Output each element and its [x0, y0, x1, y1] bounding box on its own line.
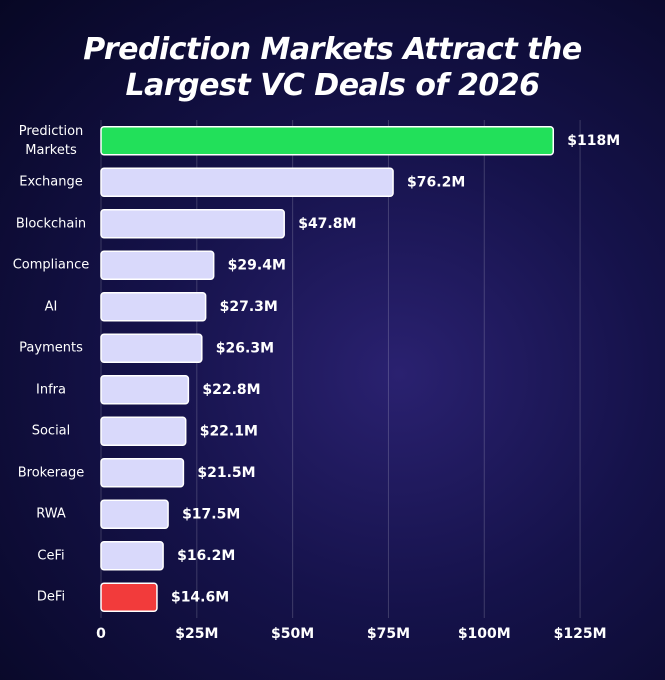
bar: [100, 333, 203, 363]
bar: [100, 209, 285, 239]
y-tick-label: Blockchain: [15, 216, 87, 232]
value-label: $14.6M: [171, 589, 229, 605]
value-label: $16.2M: [177, 548, 235, 564]
bar: [100, 250, 215, 280]
y-tick-label: RWA: [36, 506, 66, 522]
y-tick-label: CeFi: [37, 548, 65, 564]
value-label: $47.8M: [298, 216, 356, 232]
bar: [100, 167, 394, 197]
x-tick-label: $100M: [458, 626, 511, 642]
value-label: $22.1M: [200, 423, 258, 439]
bar: [100, 541, 164, 571]
y-tick-label: Payments: [19, 340, 83, 356]
value-label: $76.2M: [407, 174, 465, 190]
value-label: $26.3M: [216, 340, 274, 356]
bar: [100, 458, 185, 488]
x-tick-label: 0: [96, 626, 106, 642]
y-tick-label: AI: [44, 299, 58, 315]
x-tick-label: $125M: [554, 626, 607, 642]
bar: [100, 292, 207, 322]
y-tick-label: Prediction Markets: [18, 123, 84, 158]
bar: [100, 375, 190, 405]
bar: [100, 416, 187, 446]
value-label: $29.4M: [228, 257, 286, 273]
y-tick-label: Brokerage: [17, 465, 85, 481]
bar: [100, 126, 555, 156]
y-tick-label: Infra: [36, 382, 66, 398]
value-label: $22.8M: [202, 382, 260, 398]
bar: [100, 582, 158, 612]
y-tick-label: Exchange: [19, 174, 83, 190]
x-tick-label: $25M: [175, 626, 218, 642]
value-label: $27.3M: [220, 299, 278, 315]
bar: [100, 499, 169, 529]
value-label: $118M: [567, 133, 620, 149]
y-tick-label: DeFi: [36, 589, 66, 605]
value-label: $17.5M: [182, 506, 240, 522]
x-tick-label: $75M: [367, 626, 410, 642]
chart-title: Prediction Markets Attract the Largest V…: [83, 32, 582, 103]
y-tick-label: Social: [31, 423, 71, 439]
x-tick-label: $50M: [271, 626, 314, 642]
y-tick-label: Compliance: [12, 257, 90, 273]
value-label: $21.5M: [197, 465, 255, 481]
